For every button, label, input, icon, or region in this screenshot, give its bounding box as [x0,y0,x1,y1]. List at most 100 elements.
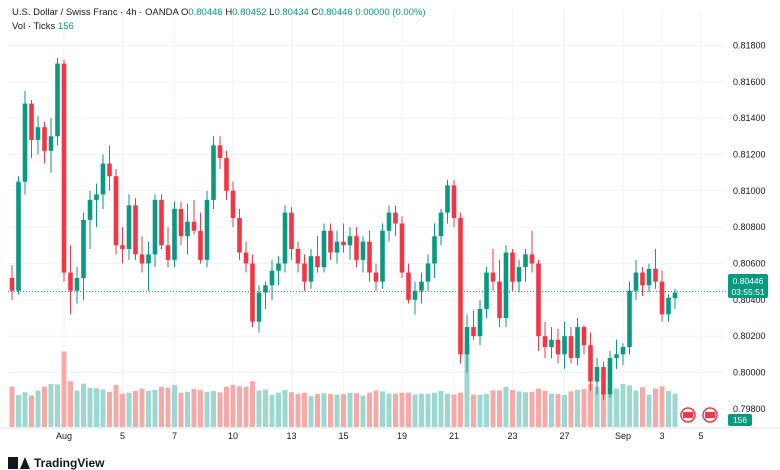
candle-body [269,270,275,286]
volume-bar [107,391,112,427]
volume-bar [341,394,346,427]
volume-bar [614,388,619,427]
candle-body [529,254,535,264]
candle-body [68,272,73,291]
volume-badge-value: 156 [733,415,747,425]
volume-bar [646,395,652,427]
time-tick-label: 21 [449,431,459,441]
candle-body [393,212,398,224]
candle-body [516,267,522,282]
time-axis[interactable]: Aug 5 7 10 13 15 19 21 23 27 Sep 3 5 [56,431,704,441]
candle-body [29,103,34,140]
volume-bar [48,384,54,427]
candle-body [48,136,54,151]
time-tick-label: 13 [286,431,296,441]
volume-bar [360,395,366,427]
candle-body [230,190,236,219]
candle-body [282,212,288,264]
time-tick-label: 10 [228,431,238,441]
candle-body [204,199,210,260]
volume-bar [178,392,184,427]
volume-bar [204,391,210,427]
candle-body [263,285,268,293]
candle-body [406,272,411,300]
candle-body [659,281,665,315]
volume-bar [620,384,626,427]
candle-body [16,181,21,291]
candle-body [328,230,333,253]
volume-bar [315,394,320,427]
candle-body [81,219,86,279]
candle-body [451,185,457,219]
candle-body [107,163,112,177]
volume-bar [373,390,379,427]
volume-bar [295,394,301,427]
candle-body [126,205,132,249]
candle-body [152,199,158,255]
candle-body [503,252,509,318]
candle-body [315,256,320,268]
candle-body [120,245,125,249]
tradingview-brand[interactable]: TradingView [8,456,104,470]
price-tick-label: 0.81600 [733,77,766,87]
candle-body [425,263,431,282]
volume-bar [256,390,262,427]
ohlc-high-label: H [225,7,233,18]
time-tick-label: 27 [559,431,569,441]
candle-body [555,339,561,355]
volume-bar [529,391,535,427]
volume-bar [282,389,288,427]
volume-bar [497,390,502,427]
volume-bar [81,383,86,427]
candle-body [35,127,41,140]
volume-bar [152,389,158,427]
candle-body [490,272,496,282]
candle-body [347,236,353,246]
candle-body [308,256,314,282]
candle-body [55,63,60,137]
volume-bar [477,395,483,427]
time-tick-label: 3 [659,431,664,441]
ohlc-close-label: C [311,7,319,18]
flag-stripe-icon [705,412,715,418]
volume-bar [185,391,190,427]
volume-bar [172,384,177,427]
candle-body [575,327,580,358]
price-axis[interactable]: 0.81800 0.81600 0.81400 0.81200 0.81000 0.808… [733,40,766,413]
volume-bar [334,394,340,427]
volume-bar [562,395,567,427]
candle-body [523,254,528,268]
volume-bar [289,392,294,427]
volume-bar [159,386,164,427]
candle-body [562,336,567,355]
candle-body [542,336,548,348]
candle-body [295,248,301,264]
volume-bar [217,392,223,427]
volume-bar [412,394,418,427]
volume-bar [419,393,424,427]
volume-bars [9,342,678,427]
price-badge: 0.80446 03:55:51 [728,274,768,298]
volume-bar [321,393,327,427]
candle-body [614,354,619,358]
candle-body [289,212,294,249]
ohlc-low-label: L [269,7,275,18]
volume-bar [126,392,132,427]
volume-bar [35,390,41,427]
volume-bar [328,394,333,427]
candle-body [620,347,626,355]
event-flag-icons[interactable] [680,407,718,423]
volume-bar [640,387,645,427]
volume-bar [120,393,125,427]
candle-body [165,245,171,260]
volume-bar [22,392,28,427]
volume-bar [113,384,119,427]
volume-bar [347,392,353,427]
volume-bar [601,391,606,427]
volume-label[interactable]: Vol · Ticks [12,21,56,32]
time-tick-label: 19 [397,431,407,441]
symbol-title[interactable]: U.S. Dollar / Swiss Franc · 4h · OANDA [12,7,179,18]
price-tick-label: 0.81200 [733,149,766,159]
volume-bar [484,394,489,427]
